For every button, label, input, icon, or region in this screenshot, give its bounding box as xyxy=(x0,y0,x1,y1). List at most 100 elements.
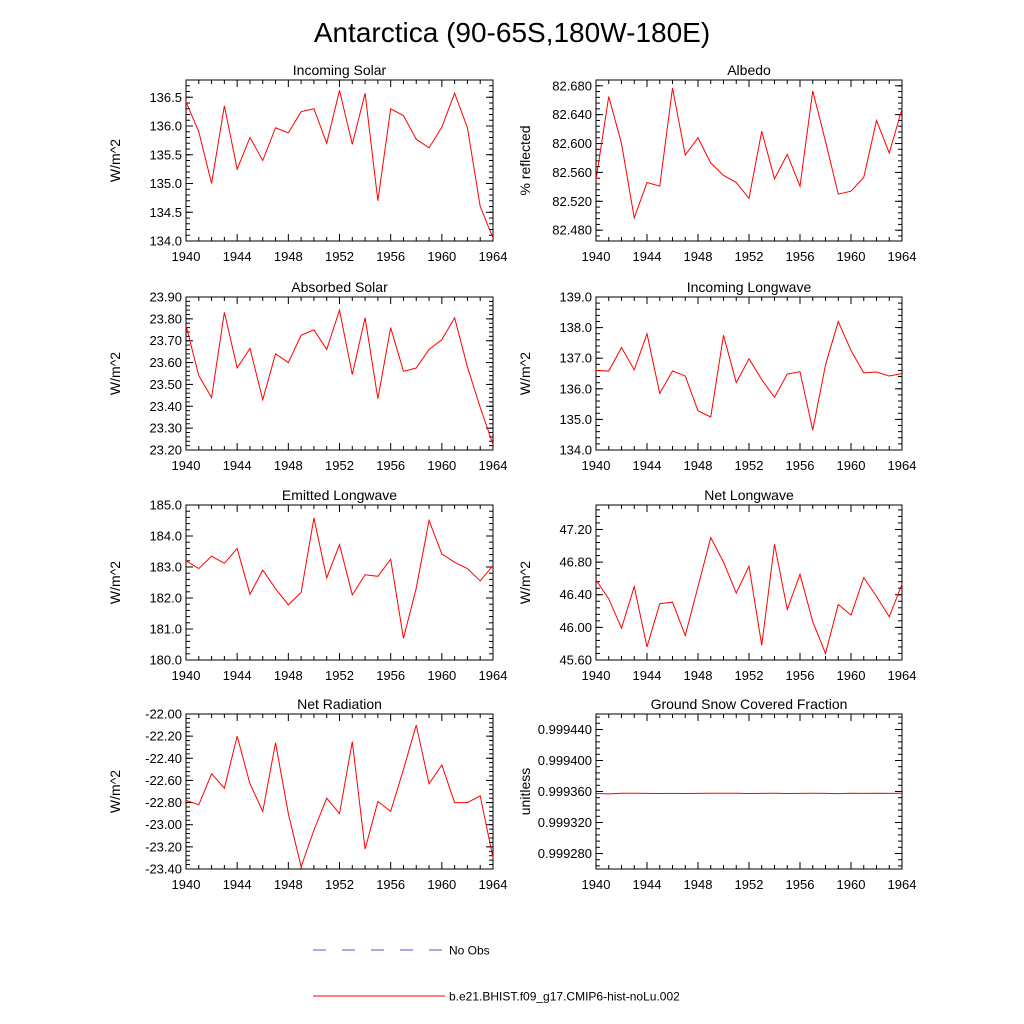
figure-title: Antarctica (90-65S,180W-180E) xyxy=(314,17,710,48)
emitted-longwave-ytick-label: 184.0 xyxy=(149,529,182,544)
net-radiation-ytick-label: -22.00 xyxy=(145,707,182,722)
emitted-longwave-series-line xyxy=(185,517,494,639)
panel-incoming-longwave: Incoming Longwave W/m^2 1940 1944 1948 1952 19… xyxy=(517,279,916,473)
ground-snow-covered-fraction-ylabel: unitless xyxy=(517,768,533,815)
emitted-longwave-ylabel: W/m^2 xyxy=(107,561,123,604)
incoming-solar-ytick-label: 135.5 xyxy=(149,147,182,162)
net-longwave-ytick-label: 46.00 xyxy=(559,620,592,635)
emitted-longwave-ytick-label: 180.0 xyxy=(149,653,182,668)
net-radiation-ytick-label: -22.20 xyxy=(145,729,182,744)
albedo-ytick-label: 82.680 xyxy=(552,78,592,93)
incoming-solar-ytick-label: 136.5 xyxy=(149,90,182,105)
ground-snow-covered-fraction-ytick-label: 0.999320 xyxy=(538,815,592,830)
ground-snow-covered-fraction-title: Ground Snow Covered Fraction xyxy=(651,696,848,712)
ground-snow-covered-fraction-xtick-label: 1944 xyxy=(633,877,662,892)
incoming-longwave-series-line xyxy=(595,320,903,431)
incoming-solar-xtick-label: 1952 xyxy=(325,249,354,264)
albedo-ytick-label: 82.560 xyxy=(552,165,592,180)
ground-snow-covered-fraction-ytick-label: 0.999440 xyxy=(538,722,592,737)
ground-snow-covered-fraction-ytick-label: 0.999400 xyxy=(538,753,592,768)
absorbed-solar-xtick-label: 1956 xyxy=(376,458,405,473)
net-radiation-ytick-label: -23.00 xyxy=(145,817,182,832)
incoming-longwave-xtick-label: 1960 xyxy=(837,458,866,473)
albedo-ytick-label: 82.600 xyxy=(552,136,592,151)
panel-incoming-solar: Incoming Solar W/m^2 1940 1944 1948 1952 1956 1… xyxy=(107,62,507,264)
emitted-longwave-ytick-label: 182.0 xyxy=(149,591,182,606)
panel-net-longwave: Net Longwave W/m^2 1940 1944 1948 1952 1956 196… xyxy=(517,487,916,683)
net-radiation-xtick-label: 1960 xyxy=(427,877,456,892)
albedo-xtick-label: 1940 xyxy=(582,249,611,264)
emitted-longwave-xtick-label: 1956 xyxy=(376,668,405,683)
net-radiation-ytick-label: -23.20 xyxy=(145,839,182,854)
incoming-longwave-title: Incoming Longwave xyxy=(687,279,812,295)
net-radiation-ylabel: W/m^2 xyxy=(107,770,123,813)
emitted-longwave-xtick-label: 1944 xyxy=(223,668,252,683)
incoming-longwave-xtick-label: 1944 xyxy=(633,458,662,473)
ground-snow-covered-fraction-xtick-label: 1960 xyxy=(837,877,866,892)
incoming-longwave-ytick-label: 137.0 xyxy=(559,351,592,366)
absorbed-solar-xtick-label: 1964 xyxy=(479,458,508,473)
absorbed-solar-xtick-label: 1960 xyxy=(427,458,456,473)
net-radiation-ytick-label: -22.80 xyxy=(145,795,182,810)
emitted-longwave-xtick-label: 1948 xyxy=(274,668,303,683)
albedo-title: Albedo xyxy=(727,62,771,78)
incoming-longwave-xtick-label: 1956 xyxy=(786,458,815,473)
incoming-solar-ytick-label: 135.0 xyxy=(149,176,182,191)
panel-emitted-longwave: Emitted Longwave W/m^2 1940 1944 1948 1952 195… xyxy=(107,487,507,683)
incoming-longwave-ytick-label: 136.0 xyxy=(559,381,592,396)
ground-snow-covered-fraction-ytick-label: 0.999280 xyxy=(538,846,592,861)
ground-snow-covered-fraction-xtick-label: 1952 xyxy=(735,877,764,892)
net-longwave-series-line xyxy=(595,536,903,656)
absorbed-solar-title: Absorbed Solar xyxy=(291,279,388,295)
incoming-solar-title: Incoming Solar xyxy=(293,62,387,78)
incoming-longwave-ylabel: W/m^2 xyxy=(517,352,533,395)
albedo-xtick-label: 1952 xyxy=(735,249,764,264)
albedo-xtick-label: 1948 xyxy=(684,249,713,264)
net-radiation-title: Net Radiation xyxy=(297,696,382,712)
emitted-longwave-title: Emitted Longwave xyxy=(282,487,397,503)
net-radiation-xtick-label: 1956 xyxy=(376,877,405,892)
ground-snow-covered-fraction-ytick-label: 0.999360 xyxy=(538,784,592,799)
net-longwave-ytick-label: 45.60 xyxy=(559,653,592,668)
incoming-solar-xtick-label: 1944 xyxy=(223,249,252,264)
incoming-solar-ytick-label: 134.5 xyxy=(149,205,182,220)
emitted-longwave-ytick-label: 183.0 xyxy=(149,560,182,575)
incoming-solar-xtick-label: 1960 xyxy=(427,249,456,264)
net-radiation-xtick-label: 1940 xyxy=(172,877,201,892)
incoming-solar-xtick-label: 1956 xyxy=(376,249,405,264)
absorbed-solar-ytick-label: 23.80 xyxy=(149,311,182,326)
net-longwave-xtick-label: 1964 xyxy=(888,668,917,683)
net-radiation-ytick-label: -22.40 xyxy=(145,751,182,766)
incoming-solar-xtick-label: 1948 xyxy=(274,249,303,264)
emitted-longwave-ytick-label: 181.0 xyxy=(149,622,182,637)
incoming-longwave-ytick-label: 139.0 xyxy=(559,290,592,305)
ground-snow-covered-fraction-xtick-label: 1956 xyxy=(786,877,815,892)
incoming-longwave-ytick-label: 138.0 xyxy=(559,320,592,335)
ground-snow-covered-fraction-series-line xyxy=(595,792,903,795)
emitted-longwave-xtick-label: 1940 xyxy=(172,668,201,683)
albedo-xtick-label: 1944 xyxy=(633,249,662,264)
net-longwave-xtick-label: 1960 xyxy=(837,668,866,683)
net-longwave-ytick-label: 47.20 xyxy=(559,522,592,537)
net-radiation-xtick-label: 1952 xyxy=(325,877,354,892)
net-longwave-xtick-label: 1956 xyxy=(786,668,815,683)
net-radiation-ytick-label: -23.40 xyxy=(145,862,182,877)
albedo-ytick-label: 82.640 xyxy=(552,107,592,122)
panels: Incoming Solar W/m^2 1940 1944 1948 1952 1956 1… xyxy=(107,62,916,892)
emitted-longwave-xtick-label: 1952 xyxy=(325,668,354,683)
incoming-solar-ylabel: W/m^2 xyxy=(107,139,123,182)
net-longwave-xtick-label: 1944 xyxy=(633,668,662,683)
incoming-solar-xtick-label: 1940 xyxy=(172,249,201,264)
net-longwave-xtick-label: 1948 xyxy=(684,668,713,683)
ground-snow-covered-fraction-xtick-label: 1964 xyxy=(888,877,917,892)
albedo-xtick-label: 1960 xyxy=(837,249,866,264)
panel-net-radiation: Net Radiation W/m^2 1940 1944 1948 1952 1956 19… xyxy=(107,696,507,892)
incoming-longwave-xtick-label: 1952 xyxy=(735,458,764,473)
net-radiation-xtick-label: 1964 xyxy=(479,877,508,892)
absorbed-solar-ytick-label: 23.40 xyxy=(149,399,182,414)
net-longwave-xtick-label: 1940 xyxy=(582,668,611,683)
incoming-solar-ytick-label: 136.0 xyxy=(149,119,182,134)
legend-label-no-obs: No Obs xyxy=(449,944,490,958)
